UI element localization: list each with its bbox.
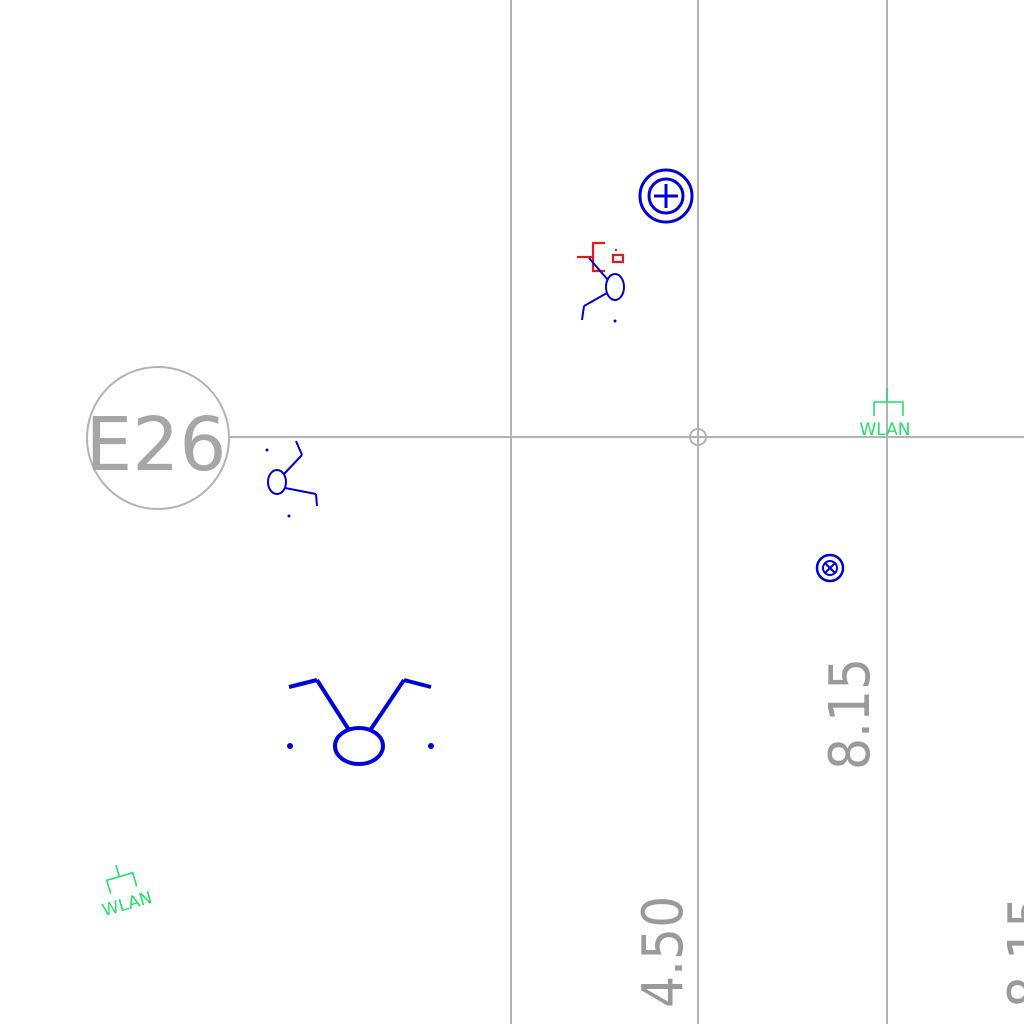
wlan-label: WLAN — [859, 420, 910, 440]
axis-label: E26 — [86, 402, 227, 488]
axis-bubble: E26 — [86, 366, 230, 510]
dimension-label-8-15-edge: 8.15 — [997, 896, 1024, 1008]
dimension-label-8-15: 8.15 — [818, 658, 883, 770]
wlan-label: WLAN — [100, 888, 155, 921]
switch-icon — [287, 678, 434, 766]
switch-icon — [265, 440, 318, 518]
wlan-access-point-icon: WLAN — [100, 864, 155, 921]
grid-lines — [229, 0, 1024, 1024]
grid-intersection-marker — [689, 428, 707, 446]
wlan-access-point-icon: WLAN — [859, 388, 911, 440]
socket-icon — [577, 241, 625, 273]
dimension-label-4-50: 4.50 — [631, 896, 696, 1008]
switch-icon — [581, 257, 625, 323]
ceiling-outlet-icon — [638, 168, 694, 224]
ceiling-outlet-icon — [815, 553, 845, 583]
